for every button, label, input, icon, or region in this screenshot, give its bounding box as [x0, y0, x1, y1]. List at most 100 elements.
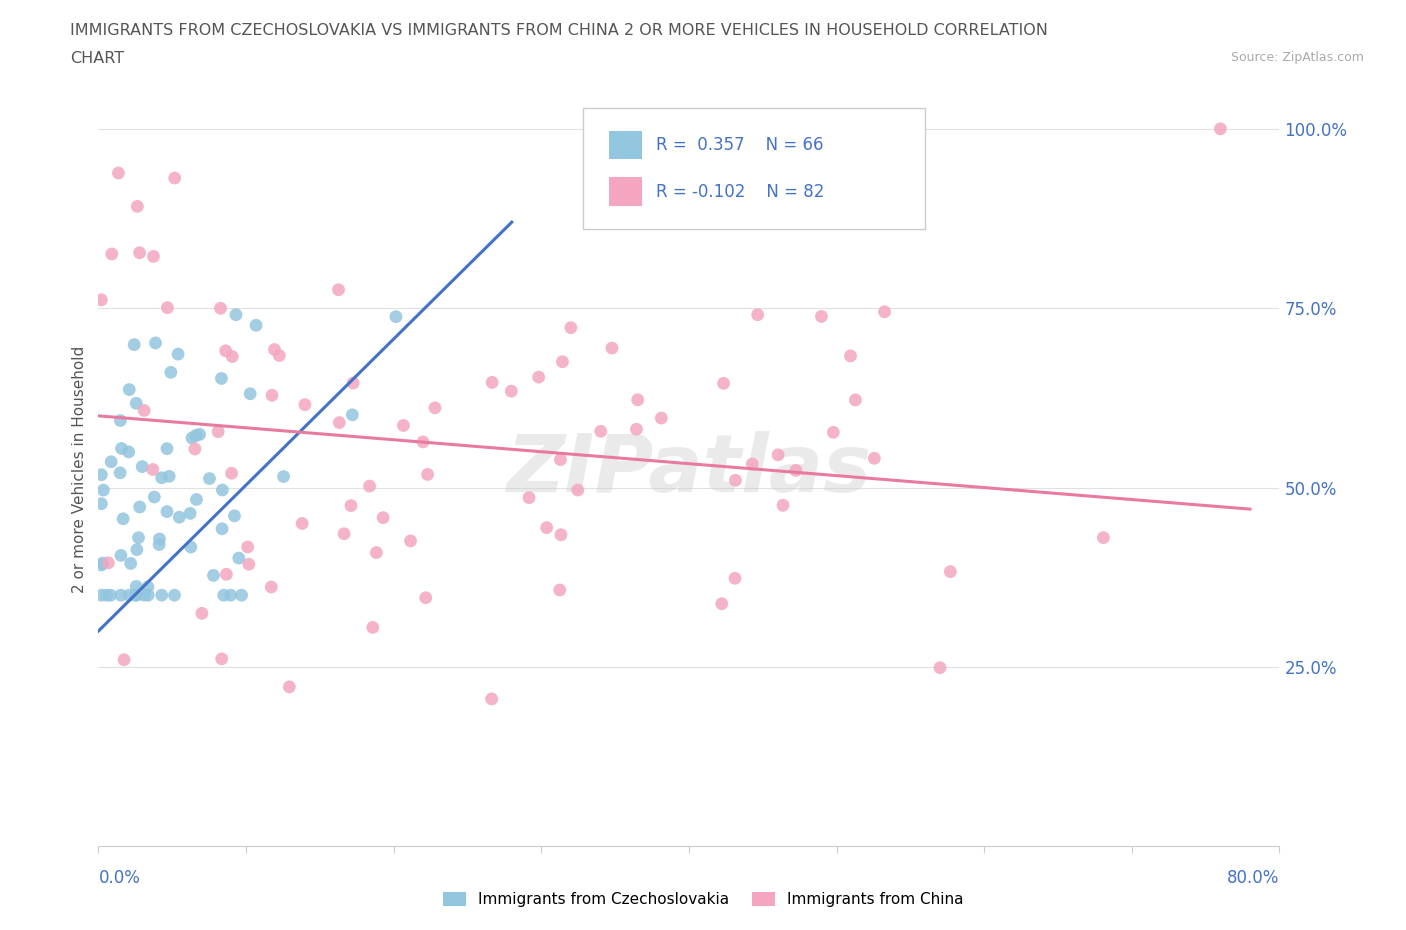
Point [122, 338, 145, 352]
Point [125, 396, 148, 411]
Point [724, 571, 747, 586]
Point [873, 304, 896, 319]
Point [97, 555, 120, 570]
Point [91, 555, 114, 570]
Point [278, 680, 301, 695]
Point [110, 548, 132, 563]
Point [209, 371, 232, 386]
Point [236, 539, 259, 554]
Point [142, 249, 165, 264]
Point [839, 349, 862, 364]
Point [134, 403, 156, 418]
Point [385, 310, 408, 325]
Point [589, 424, 612, 439]
Point [90, 292, 112, 307]
Point [224, 509, 246, 524]
Point [100, 455, 122, 470]
Point [823, 425, 845, 440]
Point [724, 472, 747, 487]
Point [560, 320, 582, 335]
Point [551, 354, 574, 369]
Point [371, 511, 394, 525]
Point [125, 542, 148, 557]
Point [710, 596, 733, 611]
Point [359, 479, 381, 494]
Bar [609, 178, 641, 206]
Point [221, 466, 243, 481]
Point [90, 467, 112, 482]
Point [766, 447, 789, 462]
Text: ZIPatlas: ZIPatlas [506, 431, 872, 509]
Point [110, 588, 132, 603]
Point [550, 527, 572, 542]
Point [184, 428, 207, 443]
Point [214, 343, 236, 358]
Point [148, 532, 170, 547]
Point [179, 506, 201, 521]
Point [423, 401, 446, 416]
Point [929, 660, 952, 675]
Point [156, 504, 179, 519]
Point [650, 411, 672, 426]
Point [626, 421, 648, 436]
Point [239, 386, 262, 401]
Text: Source: ZipAtlas.com: Source: ZipAtlas.com [1230, 51, 1364, 64]
Point [148, 538, 170, 552]
Point [93, 483, 115, 498]
Point [517, 490, 540, 505]
Point [128, 499, 150, 514]
Point [415, 591, 437, 605]
Point [101, 246, 124, 261]
Point [291, 516, 314, 531]
Point [399, 534, 422, 549]
Point [160, 365, 183, 379]
Legend: Immigrants from Czechoslovakia, Immigrants from China: Immigrants from Czechoslovakia, Immigran… [436, 885, 970, 913]
Point [90, 497, 112, 512]
Point [269, 348, 291, 363]
Point [333, 526, 356, 541]
Point [221, 349, 243, 364]
Point [131, 459, 153, 474]
Point [939, 565, 962, 579]
Point [212, 588, 235, 603]
Point [342, 407, 364, 422]
Point [100, 588, 122, 603]
Point [118, 382, 141, 397]
Point [128, 530, 150, 545]
Point [110, 413, 132, 428]
Point [627, 392, 650, 407]
Point [211, 651, 233, 666]
Point [844, 392, 866, 407]
Point [225, 307, 247, 322]
Point [263, 342, 285, 357]
Point [863, 451, 886, 466]
Text: CHART: CHART [70, 51, 124, 66]
Point [211, 522, 233, 537]
Point [191, 605, 214, 620]
Point [340, 498, 363, 513]
Point [600, 340, 623, 355]
Point [231, 588, 253, 603]
Point [136, 579, 159, 594]
Point [328, 283, 350, 298]
Point [150, 588, 173, 603]
Point [738, 153, 761, 168]
Point [785, 463, 807, 478]
Text: R = -0.102    N = 82: R = -0.102 N = 82 [655, 182, 824, 201]
Point [228, 551, 250, 565]
Point [536, 520, 558, 535]
Point [120, 556, 142, 571]
Point [90, 588, 112, 603]
Point [294, 397, 316, 412]
Point [167, 347, 190, 362]
Point [156, 300, 179, 315]
Text: 80.0%: 80.0% [1227, 869, 1279, 887]
Point [127, 199, 149, 214]
Point [112, 512, 135, 526]
Point [245, 318, 267, 333]
Point [188, 427, 211, 442]
Point [96, 588, 118, 603]
Point [108, 465, 131, 480]
Point [134, 588, 156, 603]
Point [567, 483, 589, 498]
